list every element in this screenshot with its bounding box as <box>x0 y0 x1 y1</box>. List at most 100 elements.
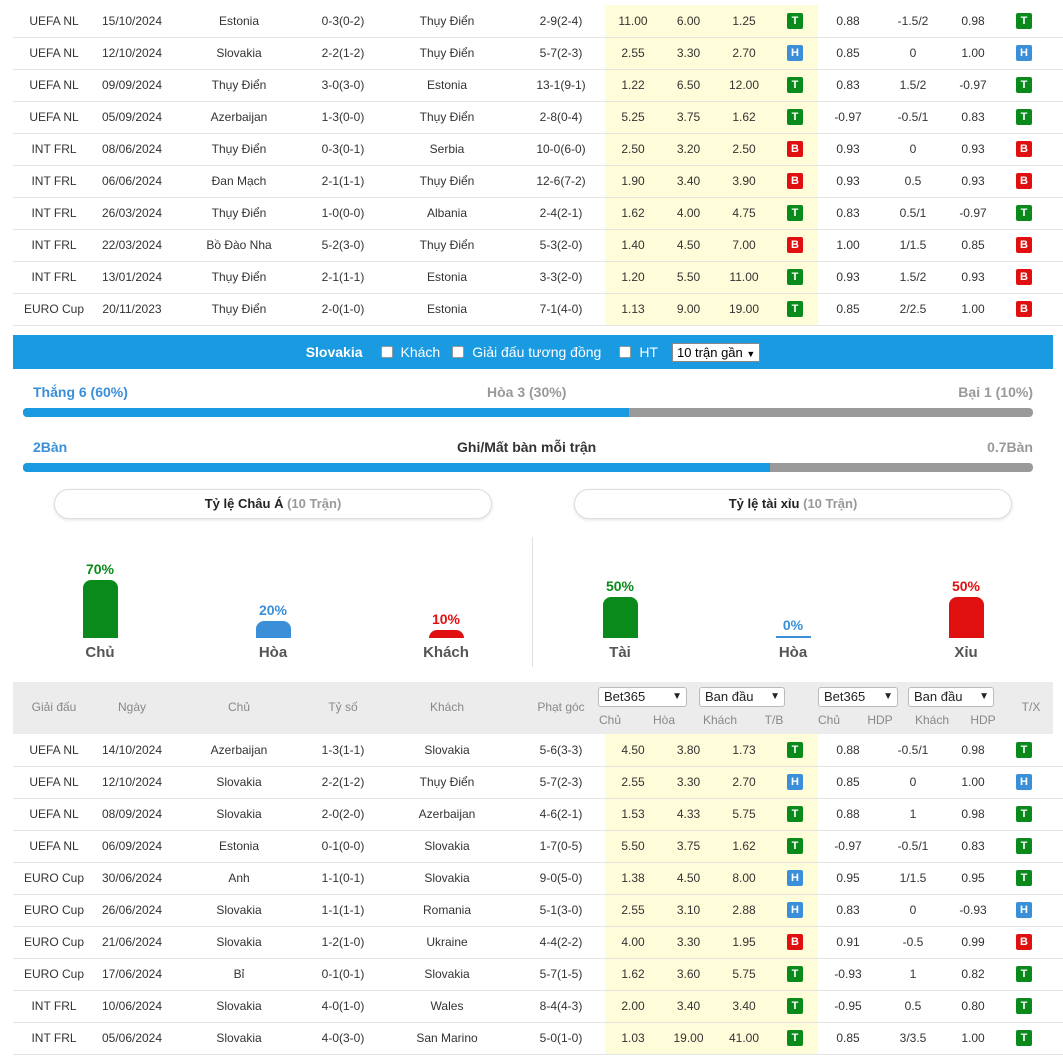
cell-hdp-away: 0.93 <box>948 133 998 166</box>
header-hdp-result: HDP <box>970 713 996 727</box>
cell-result-tb: H <box>772 37 818 70</box>
cell-home-team[interactable]: Slovakia <box>169 894 309 927</box>
cell-home-team[interactable]: Anh <box>169 862 309 895</box>
cell-home-team[interactable]: Slovakia <box>169 37 309 70</box>
result-badge: T <box>787 269 803 285</box>
odds-type-select-2[interactable]: Ban đầu ▼ <box>908 687 994 707</box>
cell-home-team[interactable]: Thụy Điển <box>169 133 309 166</box>
asian-handicap-bar-fill <box>82 580 118 638</box>
cell-away-team[interactable]: Thụy Điển <box>377 101 517 134</box>
cell-ou-result: T <box>1050 229 1063 262</box>
cell-away-team[interactable]: Estonia <box>377 69 517 102</box>
over-under-tab[interactable]: Tỷ lệ tài xỉu (10 Trận) <box>574 489 1012 519</box>
cell-away-team[interactable]: Azerbaijan <box>377 798 517 831</box>
cell-date: 05/06/2024 <box>95 1022 169 1055</box>
cell-ou-result: ✕ <box>1050 798 1063 831</box>
cell-home-team[interactable]: Estonia <box>169 5 309 38</box>
same-league-checkbox[interactable] <box>452 346 465 358</box>
match-count-select[interactable]: 10 trận gần ▼ <box>671 342 761 362</box>
cell-date: 13/01/2024 <box>95 261 169 294</box>
bookmaker-select-1[interactable]: Bet365 ▼ <box>598 687 687 707</box>
header-hdp-away: Khách <box>914 713 950 727</box>
cell-home-team[interactable]: Estonia <box>169 830 309 863</box>
cell-hdp-result: B <box>998 165 1050 198</box>
cell-hdp-result: T <box>998 990 1050 1023</box>
win-summary: Thắng 6 (60%) <box>33 384 128 400</box>
odds-type-select-1[interactable]: Ban đầu ▼ <box>699 687 785 707</box>
cell-result-tb: B <box>772 165 818 198</box>
cell-hdp-away: 0.93 <box>948 261 998 294</box>
result-badge: H <box>1016 45 1032 61</box>
cell-home-team[interactable]: Slovakia <box>169 766 309 799</box>
cell-hdp-line: -0.5/1 <box>878 101 948 134</box>
cell-away-team[interactable]: Wales <box>377 990 517 1023</box>
cell-result-tb: T <box>772 1022 818 1055</box>
bookmaker-select-2[interactable]: Bet365 ▼ <box>818 687 898 707</box>
cell-home-team[interactable]: Thụy Điển <box>169 261 309 294</box>
cell-home-team[interactable]: Azerbaijan <box>169 734 309 767</box>
ht-checkbox[interactable] <box>619 346 632 358</box>
asian-handicap-tab[interactable]: Tỷ lệ Châu Á (10 Trận) <box>54 489 492 519</box>
cell-home-team[interactable]: Bỉ <box>169 958 309 991</box>
cell-date: 08/06/2024 <box>95 133 169 166</box>
cell-away-team[interactable]: Thụy Điển <box>377 229 517 262</box>
cell-away-team[interactable]: Thụy Điển <box>377 37 517 70</box>
result-badge: H <box>1016 774 1032 790</box>
cell-hdp-away: 0.95 <box>948 862 998 895</box>
cell-home-team[interactable]: Thụy Điển <box>169 293 309 326</box>
table-row: INT FRL 08/06/2024 Thụy Điển 0-3(0-1) Serbia… <box>13 133 1063 166</box>
cell-away-team[interactable]: Slovakia <box>377 830 517 863</box>
cell-odds-home: 2.55 <box>605 766 661 799</box>
cell-odds-away: 2.88 <box>716 894 772 927</box>
cell-home-team[interactable]: Slovakia <box>169 990 309 1023</box>
cell-home-team[interactable]: Slovakia <box>169 798 309 831</box>
cell-league: INT FRL <box>13 165 95 198</box>
result-badge: T <box>1016 966 1032 982</box>
cell-odds-draw: 3.40 <box>661 165 716 198</box>
away-checkbox-label: Khách <box>400 344 441 360</box>
cell-home-team[interactable]: Bồ Đào Nha <box>169 229 309 262</box>
cell-away-team[interactable]: Estonia <box>377 293 517 326</box>
cell-odds-away: 12.00 <box>716 69 772 102</box>
cell-ou-result: ✕ <box>1050 894 1063 927</box>
cell-home-team[interactable]: Azerbaijan <box>169 101 309 134</box>
cell-away-team[interactable]: Thụy Điển <box>377 766 517 799</box>
cell-league: INT FRL <box>13 133 95 166</box>
cell-corners: 8-4(4-3) <box>517 990 605 1023</box>
cell-home-team[interactable]: Đan Mạch <box>169 165 309 198</box>
cell-away-team[interactable]: Serbia <box>377 133 517 166</box>
cell-date: 08/09/2024 <box>95 798 169 831</box>
result-badge: B <box>1016 269 1032 285</box>
cell-hdp-away: -0.93 <box>948 894 998 927</box>
header-league: Giải đấu <box>31 700 77 714</box>
chevron-down-icon: ▼ <box>883 691 893 702</box>
cell-corners: 13-1(9-1) <box>517 69 605 102</box>
cell-date: 09/09/2024 <box>95 69 169 102</box>
cell-away-team[interactable]: Estonia <box>377 261 517 294</box>
cell-away-team[interactable]: Romania <box>377 894 517 927</box>
away-checkbox[interactable] <box>380 346 393 358</box>
cell-home-team[interactable]: Thụy Điển <box>169 197 309 230</box>
cell-hdp-line: 1/1.5 <box>878 862 948 895</box>
cell-hdp-result: T <box>998 830 1050 863</box>
cell-away-team[interactable]: Thụy Điển <box>377 5 517 38</box>
cell-away-team[interactable]: Ukraine <box>377 926 517 959</box>
cell-away-team[interactable]: Slovakia <box>377 862 517 895</box>
table-row: INT FRL 26/03/2024 Thụy Điển 1-0(0-0) Albani… <box>13 197 1063 230</box>
cell-score: 1-1(0-1) <box>309 862 377 895</box>
cell-odds-draw: 3.75 <box>661 101 716 134</box>
over-under-percent: 0% <box>782 617 804 633</box>
cell-away-team[interactable]: Thụy Điển <box>377 165 517 198</box>
cell-score: 1-0(0-0) <box>309 197 377 230</box>
cell-away-team[interactable]: San Marino <box>377 1022 517 1055</box>
chevron-down-icon: ▼ <box>746 348 756 359</box>
cell-home-team[interactable]: Slovakia <box>169 1022 309 1055</box>
recent-matches-table-body: UEFA NL 14/10/2024 Azerbaijan 1-3(1-1) Slova… <box>13 734 1063 1055</box>
cell-away-team[interactable]: Slovakia <box>377 734 517 767</box>
table-row: UEFA NL 08/09/2024 Slovakia 2-0(2-0) Azerbai… <box>13 798 1063 831</box>
cell-away-team[interactable]: Albania <box>377 197 517 230</box>
cell-home-team[interactable]: Slovakia <box>169 926 309 959</box>
cell-away-team[interactable]: Slovakia <box>377 958 517 991</box>
cell-league: UEFA NL <box>13 5 95 38</box>
cell-home-team[interactable]: Thụy Điển <box>169 69 309 102</box>
